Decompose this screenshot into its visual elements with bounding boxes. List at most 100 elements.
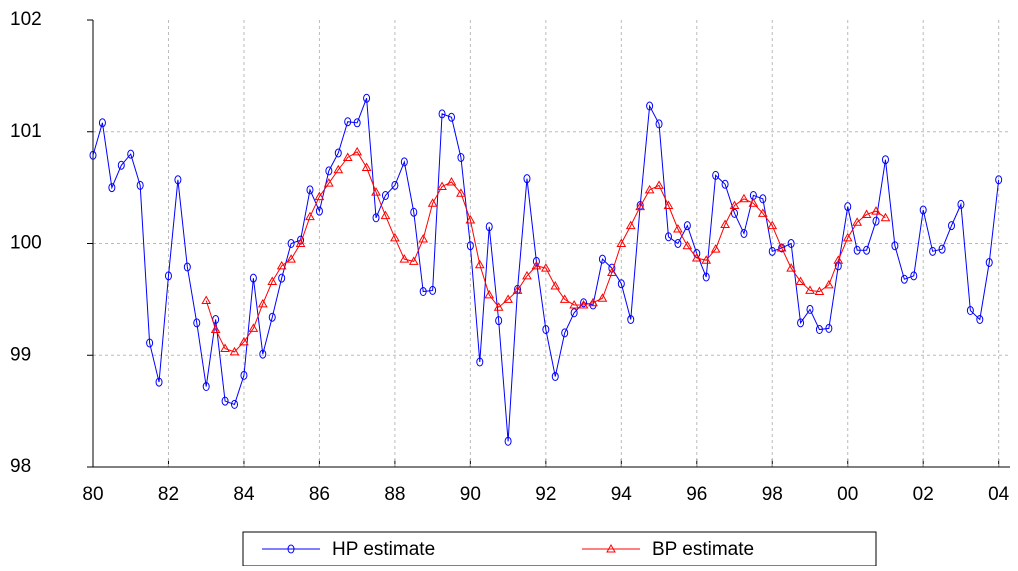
- marker: [98, 118, 106, 128]
- marker: [399, 254, 410, 263]
- marker: [871, 206, 881, 215]
- marker: [427, 198, 438, 207]
- marker: [257, 298, 268, 308]
- marker: [229, 346, 240, 356]
- marker: [625, 220, 636, 230]
- marker: [400, 157, 408, 167]
- marker: [853, 245, 861, 255]
- marker: [910, 271, 918, 281]
- marker: [220, 343, 230, 353]
- marker: [635, 201, 646, 211]
- x-tick-label: 90: [460, 484, 481, 505]
- marker: [627, 314, 635, 324]
- x-tick-label: 02: [913, 484, 934, 505]
- marker: [164, 271, 172, 281]
- marker: [259, 349, 267, 359]
- marker: [231, 399, 239, 409]
- marker: [834, 261, 842, 271]
- marker: [183, 262, 191, 272]
- legend-box: [242, 531, 877, 567]
- marker: [268, 312, 276, 322]
- marker: [861, 209, 872, 218]
- marker: [456, 188, 466, 197]
- x-tick-label: 04: [988, 484, 1010, 505]
- marker: [824, 279, 834, 289]
- marker: [295, 238, 306, 247]
- marker: [276, 260, 287, 270]
- marker: [465, 215, 476, 224]
- marker: [767, 220, 778, 230]
- x-tick-label: 80: [82, 484, 103, 505]
- marker: [476, 357, 484, 367]
- marker: [408, 256, 419, 265]
- marker: [438, 109, 446, 119]
- marker: [644, 184, 655, 194]
- x-tick-label: 94: [611, 484, 633, 505]
- x-tick-label: 82: [158, 484, 179, 505]
- series-line: [92, 98, 1000, 442]
- marker: [580, 298, 588, 308]
- marker: [795, 276, 806, 285]
- y-tick-label: 100: [10, 233, 42, 254]
- marker: [691, 253, 702, 262]
- marker: [570, 308, 578, 318]
- marker: [852, 217, 863, 226]
- marker: [503, 294, 513, 303]
- marker: [966, 306, 974, 316]
- marker: [286, 254, 296, 263]
- marker: [89, 150, 97, 160]
- marker: [646, 101, 654, 111]
- marker: [474, 259, 485, 269]
- x-tick-label: 96: [686, 484, 707, 505]
- marker: [606, 543, 616, 553]
- marker: [174, 175, 182, 185]
- marker: [314, 191, 325, 201]
- marker: [740, 228, 748, 238]
- marker: [155, 377, 163, 387]
- marker: [664, 232, 672, 242]
- marker: [757, 208, 768, 217]
- marker: [390, 232, 400, 242]
- marker: [863, 245, 871, 255]
- marker: [523, 174, 531, 184]
- marker: [372, 213, 380, 223]
- marker: [380, 210, 391, 220]
- marker: [146, 338, 154, 348]
- marker: [844, 202, 852, 212]
- x-tick-label: 92: [535, 484, 556, 505]
- marker: [447, 112, 455, 122]
- marker: [559, 294, 570, 303]
- marker: [306, 185, 314, 195]
- marker: [957, 199, 965, 209]
- marker: [381, 190, 389, 200]
- marker: [938, 244, 946, 254]
- marker: [352, 146, 363, 156]
- marker: [768, 246, 776, 256]
- marker: [787, 239, 795, 248]
- marker: [342, 152, 353, 161]
- marker: [287, 544, 295, 554]
- marker: [721, 179, 729, 189]
- y-tick-label: 101: [10, 121, 42, 142]
- marker: [201, 295, 212, 304]
- marker: [872, 216, 880, 226]
- marker: [504, 436, 512, 446]
- marker: [466, 241, 474, 251]
- marker: [353, 118, 361, 128]
- marker: [976, 314, 984, 324]
- marker: [900, 274, 908, 284]
- marker: [542, 325, 550, 335]
- marker: [512, 285, 523, 294]
- marker: [371, 187, 381, 196]
- y-tick-label: 99: [10, 344, 31, 365]
- series-line: [205, 151, 886, 353]
- marker: [240, 370, 248, 380]
- marker: [418, 234, 429, 243]
- x-tick-label: 86: [309, 484, 330, 505]
- marker: [202, 382, 210, 392]
- legend-label: HP estimate: [332, 539, 435, 560]
- marker: [410, 207, 418, 217]
- marker: [361, 162, 372, 172]
- marker: [278, 273, 286, 283]
- marker: [429, 285, 437, 295]
